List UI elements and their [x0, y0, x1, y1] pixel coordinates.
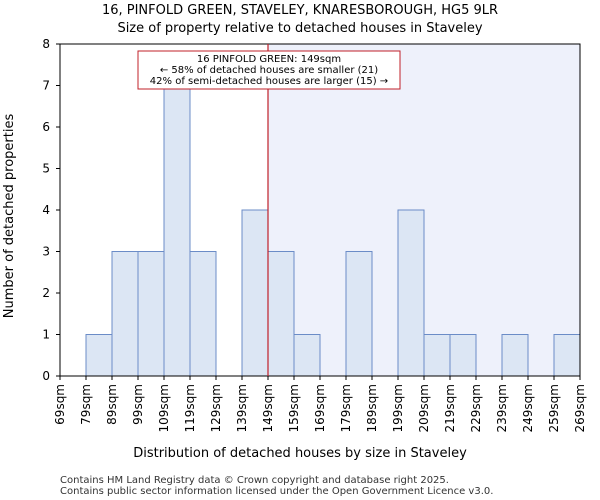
y-tick-label-1: 1 — [42, 328, 50, 342]
x-tick-label-219sqm: 219sqm — [443, 384, 457, 432]
annotation-box: 16 PINFOLD GREEN: 149sqm ← 58% of detach… — [137, 50, 401, 90]
bar-149sqm — [267, 251, 295, 377]
bar-99sqm — [137, 251, 165, 377]
y-tick-label-5: 5 — [42, 162, 50, 176]
annotation-line-2: ← 58% of detached houses are smaller (21… — [160, 65, 378, 76]
bar-119sqm — [189, 251, 217, 377]
x-tick-label-119sqm: 119sqm — [183, 384, 197, 432]
y-tick-label-3: 3 — [42, 245, 50, 259]
bar-209sqm — [423, 334, 451, 377]
y-tick-label-4: 4 — [42, 203, 50, 217]
bar-89sqm — [111, 251, 139, 377]
x-tick-label-179sqm: 179sqm — [339, 384, 353, 432]
footer-line-1: Contains HM Land Registry data © Crown c… — [60, 475, 449, 486]
y-tick-label-0: 0 — [42, 369, 50, 383]
y-axis: 0 1 2 3 4 5 6 7 8 — [42, 37, 60, 383]
chart-title: 16, PINFOLD GREEN, STAVELEY, KNARESBOROU… — [102, 3, 498, 18]
x-tick-label-89sqm: 89sqm — [105, 384, 119, 425]
bar-239sqm — [501, 334, 529, 377]
x-tick-label-209sqm: 209sqm — [417, 384, 431, 432]
x-tick-label-149sqm: 149sqm — [261, 384, 275, 432]
y-tick-label-2: 2 — [42, 286, 50, 300]
x-tick-label-249sqm: 249sqm — [521, 384, 535, 432]
x-axis: 69sqm 79sqm 89sqm 99sqm 109sqm 119sqm 129sqm 13… — [53, 376, 587, 432]
y-axis-label: Number of detached properties — [2, 114, 17, 319]
bar-79sqm — [85, 334, 113, 377]
y-tick-label-8: 8 — [42, 37, 50, 51]
bar-199sqm — [397, 209, 425, 377]
bar-179sqm — [345, 251, 373, 377]
annotation-line-3: 42% of semi-detached houses are larger (… — [150, 76, 388, 87]
x-tick-label-229sqm: 229sqm — [469, 384, 483, 432]
y-tick-label-7: 7 — [42, 79, 50, 93]
y-tick-label-6: 6 — [42, 120, 50, 134]
x-tick-label-259sqm: 259sqm — [547, 384, 561, 432]
annotation-frame — [137, 50, 401, 90]
bar-109sqm — [163, 85, 191, 377]
bar-139sqm — [241, 209, 269, 377]
x-tick-label-109sqm: 109sqm — [157, 384, 171, 432]
x-tick-label-139sqm: 139sqm — [235, 384, 249, 432]
x-tick-label-79sqm: 79sqm — [79, 384, 93, 425]
x-tick-label-199sqm: 199sqm — [391, 384, 405, 432]
bar-259sqm — [553, 334, 581, 377]
bar-159sqm — [293, 334, 321, 377]
x-tick-label-99sqm: 99sqm — [131, 384, 145, 425]
plot-frame — [59, 43, 581, 377]
x-tick-label-169sqm: 169sqm — [313, 384, 327, 432]
chart-subtitle: Size of property relative to detached ho… — [117, 21, 482, 36]
annotation-line-1: 16 PINFOLD GREEN: 149sqm — [197, 54, 341, 65]
bars-group — [85, 85, 581, 377]
x-tick-label-129sqm: 129sqm — [209, 384, 223, 432]
x-tick-label-189sqm: 189sqm — [365, 384, 379, 432]
footer-line-2: Contains public sector information licen… — [60, 486, 493, 497]
x-tick-label-69sqm: 69sqm — [53, 384, 67, 425]
x-tick-label-159sqm: 159sqm — [287, 384, 301, 432]
x-tick-label-269sqm: 269sqm — [573, 384, 587, 432]
x-axis-label: Distribution of detached houses by size … — [133, 446, 467, 461]
bar-219sqm — [449, 334, 477, 377]
x-tick-label-239sqm: 239sqm — [495, 384, 509, 432]
